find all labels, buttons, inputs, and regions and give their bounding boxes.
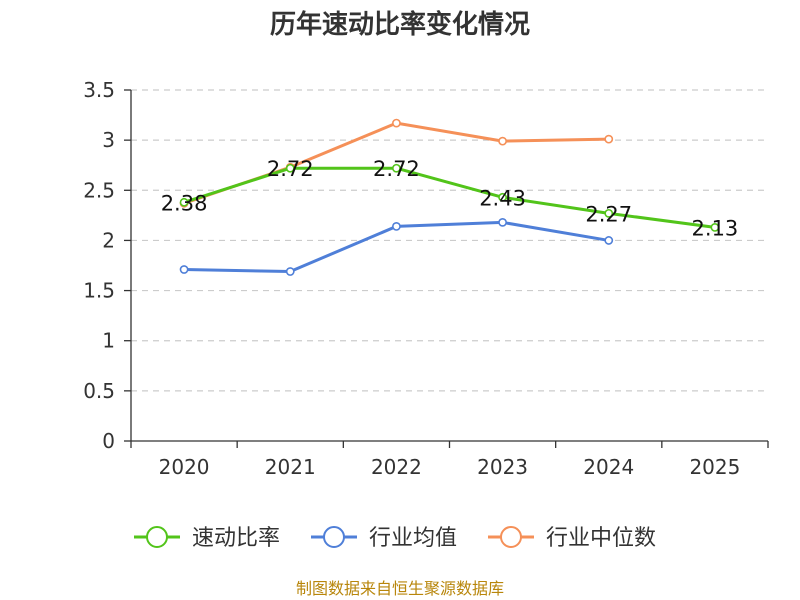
y-tick-label-3: 1.5 — [83, 279, 115, 303]
series-0-point-2 — [392, 163, 401, 173]
data-label-2022: 2.72 — [373, 157, 420, 181]
y-tick-label-2: 1 — [102, 329, 115, 353]
y-tick-label-5: 2.5 — [83, 178, 115, 202]
x-tick-label-2024: 2024 — [583, 455, 634, 479]
data-label-2021: 2.72 — [267, 157, 314, 181]
x-tick-label-2025: 2025 — [689, 455, 740, 479]
y-tick-label-1: 0.5 — [83, 379, 115, 403]
y-tick-label-4: 2 — [102, 228, 115, 252]
legend-label-1: 行业均值 — [369, 526, 457, 551]
series-0-point-0 — [179, 197, 189, 207]
data-label-layer: 2.38 2.72 2.72 2.43 2.27 2.13 — [161, 157, 739, 240]
data-label-2024: 2.27 — [585, 202, 632, 226]
source-note: 制图数据来自恒生聚源数据库 — [296, 579, 504, 598]
x-tick-label-2021: 2021 — [265, 455, 316, 479]
series-2-point-3 — [498, 136, 507, 146]
data-label-2025: 2.13 — [692, 216, 739, 240]
series-1-point-0 — [179, 265, 189, 274]
series-0-point-4 — [604, 208, 614, 218]
series-2-point-4 — [604, 134, 614, 144]
axis-layer: 0 0.5 1 1.5 2 2.5 3 3.5 2020 2021 2022 2023 2024 2025 — [83, 78, 769, 479]
legend-marker-2 — [500, 526, 522, 548]
series-0-point-1 — [285, 163, 295, 173]
series-1-point-1 — [285, 267, 295, 276]
grid-layer — [131, 89, 768, 392]
legend-marker-1 — [323, 526, 345, 548]
legend-marker-0 — [146, 526, 168, 548]
series-0-point-3 — [498, 192, 507, 202]
y-tick-label-7: 3.5 — [83, 78, 115, 102]
data-label-2023: 2.43 — [479, 186, 526, 210]
legend-label-0: 速动比率 — [192, 526, 280, 551]
y-tick-label-0: 0 — [102, 429, 115, 453]
series-layer — [179, 118, 720, 276]
chart-title: 历年速动比率变化情况 — [270, 9, 530, 40]
series-1-point-3 — [498, 217, 507, 227]
legend: 速动比率 行业均值 行业中位数 — [134, 526, 656, 551]
series-1-point-4 — [604, 236, 614, 245]
legend-label-2: 行业中位数 — [546, 526, 656, 551]
series-line-0 — [183, 166, 716, 229]
x-tick-label-2023: 2023 — [477, 455, 528, 479]
data-label-2020: 2.38 — [161, 191, 208, 215]
series-2-point-2 — [392, 118, 401, 128]
x-tick-label-2020: 2020 — [159, 455, 210, 479]
series-1-point-2 — [392, 221, 401, 231]
x-tick-label-2022: 2022 — [371, 455, 422, 479]
y-tick-label-6: 3 — [102, 128, 115, 152]
series-0-point-5 — [710, 222, 720, 232]
